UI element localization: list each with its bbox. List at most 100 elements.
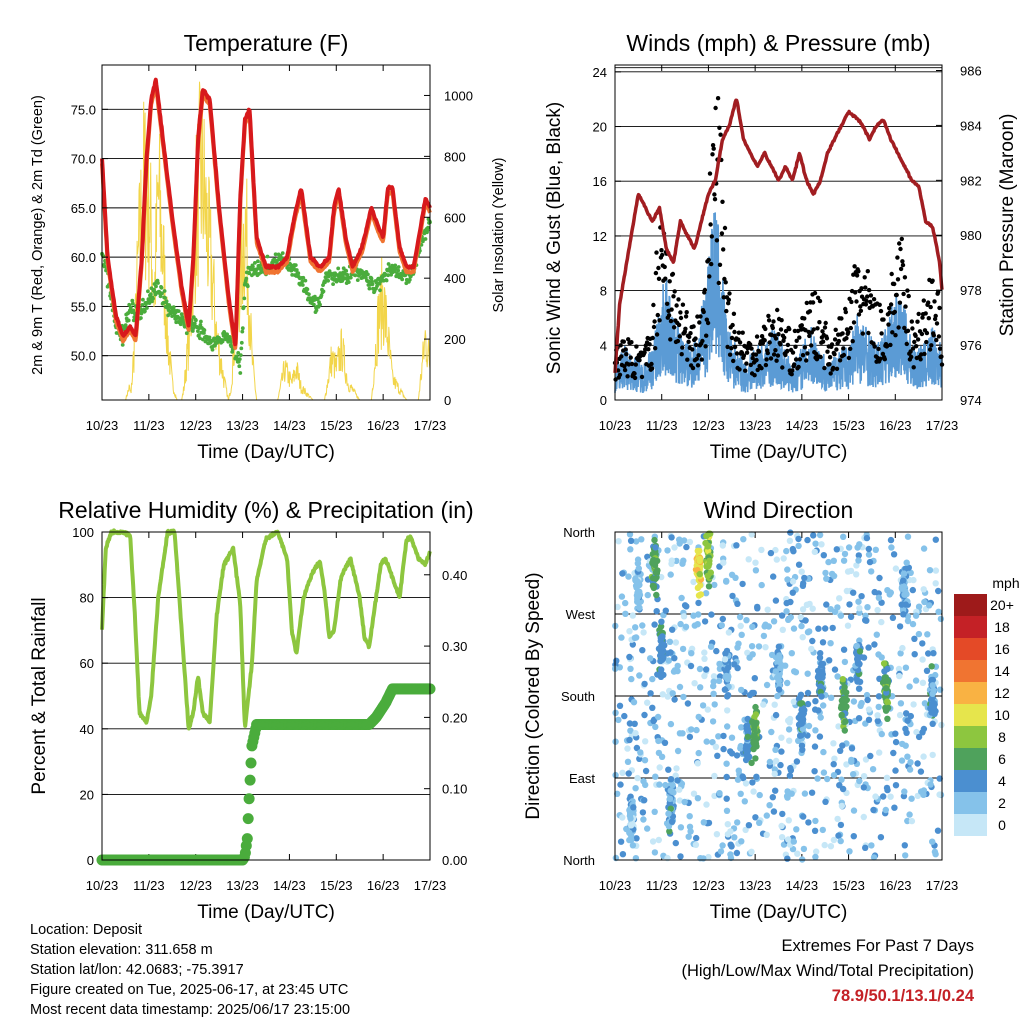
gust-point: [715, 96, 721, 101]
direction-point: [627, 727, 634, 734]
direction-point: [649, 675, 656, 683]
dewpoint-point: [210, 347, 215, 352]
gust-point: [771, 352, 777, 357]
direction-point: [626, 836, 633, 844]
direction-point: [875, 693, 883, 700]
humidity-y2tick-label: 0.30: [442, 639, 467, 654]
humidity-ytick-label: 60: [80, 656, 94, 671]
direction-point: [658, 618, 665, 625]
precipitation-point: [245, 757, 257, 769]
gust-point: [868, 299, 873, 305]
direction-point: [856, 541, 863, 548]
extremes-title: Extremes For Past 7 Days: [781, 937, 974, 955]
colorbar-swatch: [954, 704, 987, 726]
direction-point: [870, 806, 877, 814]
gust-point: [802, 345, 808, 350]
gust-point: [863, 302, 869, 307]
direction-point: [773, 556, 780, 563]
direction-point: [813, 848, 820, 855]
winds-ytick-label: 24: [593, 65, 607, 80]
gust-point: [727, 291, 732, 296]
direction-point: [877, 834, 885, 841]
gust-point: [783, 352, 788, 358]
gust-point: [924, 339, 929, 345]
gust-point: [799, 323, 804, 328]
direction-point: [701, 655, 708, 662]
direction-point: [811, 768, 818, 775]
dewpoint-point: [198, 336, 202, 341]
gust-point: [865, 294, 870, 299]
colorbar-label: 14: [994, 663, 1010, 679]
dewpoint-point: [202, 331, 206, 335]
direction-point: [695, 611, 702, 618]
direction-point: [799, 725, 806, 733]
direction-point: [657, 657, 664, 665]
direction-point: [919, 640, 926, 647]
direction-point: [737, 790, 744, 797]
humidity-title: Relative Humidity (%) & Precipitation (i…: [58, 497, 473, 523]
direction-point: [802, 617, 809, 624]
direction-point: [793, 758, 801, 765]
gust-point: [710, 152, 715, 157]
direction-point: [776, 652, 783, 659]
gust-point: [807, 309, 813, 314]
winds-ylabel-right: Station Pressure (Maroon): [997, 114, 1018, 337]
direction-point: [901, 788, 908, 795]
direction-point: [797, 613, 804, 621]
humidity-xlabel: Time (Day/UTC): [197, 902, 335, 923]
gust-point: [898, 266, 904, 272]
direction-point: [822, 625, 829, 632]
dewpoint-point: [303, 278, 308, 283]
colorbar-swatch: [954, 814, 987, 836]
direction-point: [778, 734, 785, 741]
direction-point: [796, 721, 803, 728]
direction-point: [750, 745, 757, 753]
gust-point: [804, 300, 809, 306]
direction-point: [853, 562, 860, 569]
direction-point: [738, 838, 745, 845]
temperature-ytick-label: 55.0: [71, 299, 96, 314]
direction-point: [688, 726, 695, 733]
direction-point: [708, 611, 715, 618]
direction-point: [830, 557, 837, 564]
direction-point: [752, 814, 759, 821]
direction-point: [617, 838, 625, 845]
dewpoint-point: [130, 301, 135, 306]
direction-point: [884, 698, 891, 705]
gust-point: [789, 372, 794, 377]
gust-point: [827, 362, 832, 367]
gust-point: [918, 357, 923, 362]
direction-point: [668, 534, 675, 541]
direction-point: [911, 635, 918, 642]
temperature-xlabel: Time (Day/UTC): [197, 442, 335, 463]
gust-point: [815, 295, 821, 300]
gust-point: [797, 357, 803, 362]
colorbar-label: 0: [998, 817, 1006, 833]
direction-point: [669, 781, 676, 789]
gust-point: [677, 334, 682, 339]
direction-point: [667, 805, 674, 812]
direction-point: [830, 836, 838, 844]
gust-point: [871, 297, 877, 302]
gust-point: [643, 347, 648, 352]
direction-point: [621, 712, 628, 720]
gust-point: [670, 271, 676, 277]
gust-point: [866, 330, 871, 336]
direction-point: [717, 848, 725, 855]
gust-point: [753, 352, 759, 357]
dewpoint-point: [240, 326, 245, 331]
direction-point: [678, 594, 685, 602]
humidity-plot: [96, 528, 436, 866]
temperature-ytick-label: 75.0: [71, 102, 96, 117]
direction-point: [833, 546, 840, 553]
gust-point: [762, 338, 767, 343]
direction-point: [870, 854, 878, 861]
direction-point: [745, 556, 752, 563]
humidity-xtick-label: 14/23: [273, 878, 306, 893]
dewpoint-point: [378, 288, 382, 293]
direction-point: [644, 825, 651, 832]
direction-point: [799, 606, 807, 613]
direction-point: [655, 836, 662, 844]
gust-point: [740, 330, 745, 335]
direction-point: [865, 706, 873, 713]
